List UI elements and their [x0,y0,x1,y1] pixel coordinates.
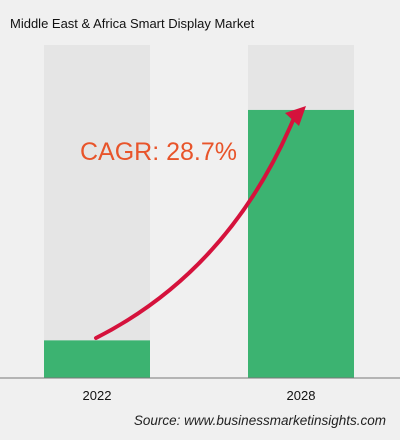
growth-arrow [94,106,306,340]
bar-2022 [44,340,150,378]
chart-title: Middle East & Africa Smart Display Marke… [10,16,255,31]
bar-2028 [248,109,354,378]
source-note: Source: www.businessmarketinsights.com [133,413,386,428]
x-tick-label-2022: 2022 [83,388,112,403]
cagr-annotation: CAGR: 28.7% [80,138,237,166]
x-tick-label-2028: 2028 [287,388,316,403]
bar-track-2022 [44,45,150,378]
